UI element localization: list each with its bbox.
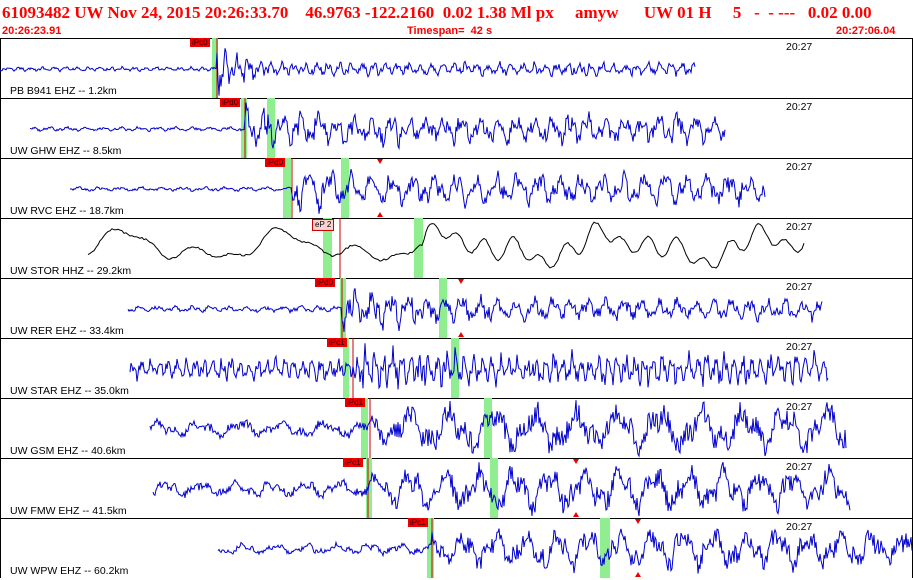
waveform-line <box>217 528 913 574</box>
amplitude-marker-bottom <box>377 212 383 217</box>
trace-row[interactable]: iPd0 20:27 UW GHW EHZ -- 8.5km <box>0 98 913 158</box>
phase-pick-flag[interactable]: iPd0 <box>220 98 241 107</box>
trace-time-tick: 20:27 <box>786 401 813 413</box>
trace-time-tick: 20:27 <box>786 281 813 293</box>
phase-window-band <box>484 398 492 458</box>
phase-window-band <box>427 518 434 578</box>
trace-plot <box>149 398 847 458</box>
trace-time-tick: 20:27 <box>786 341 813 353</box>
trace-row[interactable]: iPc1 20:27 UW STAR EHZ -- 35.0km <box>0 338 913 398</box>
timespan-readout: Timespan= 42 s <box>407 25 493 37</box>
phase-pick-flag[interactable]: iPc1 <box>343 458 363 467</box>
trace-time-tick: 20:27 <box>786 161 813 173</box>
trace-plot <box>29 98 726 158</box>
amplitude-marker-top <box>635 519 641 524</box>
station-channel-label: UW RVC EHZ -- 18.7km <box>10 205 124 217</box>
trace-row[interactable]: iPd0 20:27 UW RER EHZ -- 33.4km <box>0 278 913 338</box>
waveform-line <box>127 288 823 332</box>
trace-time-tick: 20:27 <box>786 41 813 53</box>
amplitude-marker-bottom <box>458 332 464 337</box>
phase-window-band <box>343 338 349 398</box>
station-channel-label: PB B941 EHZ -- 1.2km <box>10 85 117 97</box>
trace-row[interactable]: iPd1 20:27 UW GSM EHZ -- 40.6km <box>0 398 913 458</box>
station-channel-label: UW GHW EHZ -- 8.5km <box>10 145 122 157</box>
phase-pick-flag[interactable]: iPc1 <box>408 518 428 527</box>
phase-pick-flag[interactable]: iPc0 <box>190 38 210 47</box>
trace-plot <box>69 158 766 218</box>
amplitude-marker-bottom <box>573 512 579 517</box>
trace-plot <box>152 458 851 518</box>
trace-row[interactable]: iPc0 20:27 PB B941 EHZ -- 1.2km <box>0 38 913 98</box>
amplitude-marker-bottom <box>635 572 641 577</box>
phase-window-band <box>414 218 423 278</box>
phase-window-band <box>340 278 346 338</box>
window-start-time: 20:26:23.91 <box>2 25 62 37</box>
phase-window-band <box>366 458 372 518</box>
trace-plot <box>129 338 829 398</box>
station-channel-label: UW STOR HHZ -- 29.2km <box>10 265 132 277</box>
phase-window-band <box>323 218 332 278</box>
event-header: 61093482 UW Nov 24, 2015 20:26:33.70 46.… <box>0 0 913 38</box>
waveform-line <box>152 462 851 517</box>
trace-plot <box>87 218 805 278</box>
phase-window-band <box>600 518 610 578</box>
phase-window-band <box>341 158 349 218</box>
window-end-time: 20:27:06.04 <box>836 25 896 37</box>
trace-time-tick: 20:27 <box>786 101 813 113</box>
waveform-line <box>29 102 726 151</box>
trace-plot <box>127 278 823 338</box>
trace-row[interactable]: eP 2 20:27 UW STOR HHZ -- 29.2km <box>0 218 913 278</box>
waveform-line <box>129 343 829 390</box>
phase-window-band <box>490 458 498 518</box>
phase-pick-flag[interactable]: eP 2 <box>312 219 335 231</box>
trace-row[interactable]: iPd0 20:27 UW RVC EHZ -- 18.7km <box>0 158 913 218</box>
phase-window-band <box>451 338 459 398</box>
waveform-line <box>149 400 847 458</box>
trace-time-tick: 20:27 <box>786 521 813 533</box>
phase-pick-flag[interactable]: iPd0 <box>315 278 336 287</box>
phase-pick-flag[interactable]: iPc1 <box>327 338 347 347</box>
station-channel-label: UW STAR EHZ -- 35.0km <box>10 385 129 397</box>
waveform-line <box>0 48 696 96</box>
trace-row[interactable]: iPc1 20:27 UW FMW EHZ -- 41.5km <box>0 458 913 518</box>
amplitude-marker-top <box>377 159 383 164</box>
seismogram-traces[interactable]: iPc0 20:27 PB B941 EHZ -- 1.2km iPd0 20:27 UW… <box>0 38 913 580</box>
station-channel-label: UW RER EHZ -- 33.4km <box>10 325 124 337</box>
trace-plot <box>0 38 696 98</box>
station-channel-label: UW FMW EHZ -- 41.5km <box>10 505 127 517</box>
trace-time-tick: 20:27 <box>786 461 813 473</box>
amplitude-marker-top <box>458 279 464 284</box>
phase-window-band <box>439 278 447 338</box>
event-summary-line: 61093482 UW Nov 24, 2015 20:26:33.70 46.… <box>2 3 872 22</box>
station-channel-label: UW GSM EHZ -- 40.6km <box>10 445 126 457</box>
waveform-line <box>69 168 766 214</box>
waveform-line <box>87 221 805 269</box>
trace-time-tick: 20:27 <box>786 221 813 233</box>
trace-plot <box>217 518 913 578</box>
amplitude-marker-top <box>573 459 579 464</box>
phase-pick-flag[interactable]: iPd0 <box>265 158 286 167</box>
trace-row[interactable]: iPc1 20:27 UW WPW EHZ -- 60.2km <box>0 518 913 578</box>
phase-pick-flag[interactable]: iPd1 <box>345 398 366 407</box>
station-channel-label: UW WPW EHZ -- 60.2km <box>10 565 129 577</box>
